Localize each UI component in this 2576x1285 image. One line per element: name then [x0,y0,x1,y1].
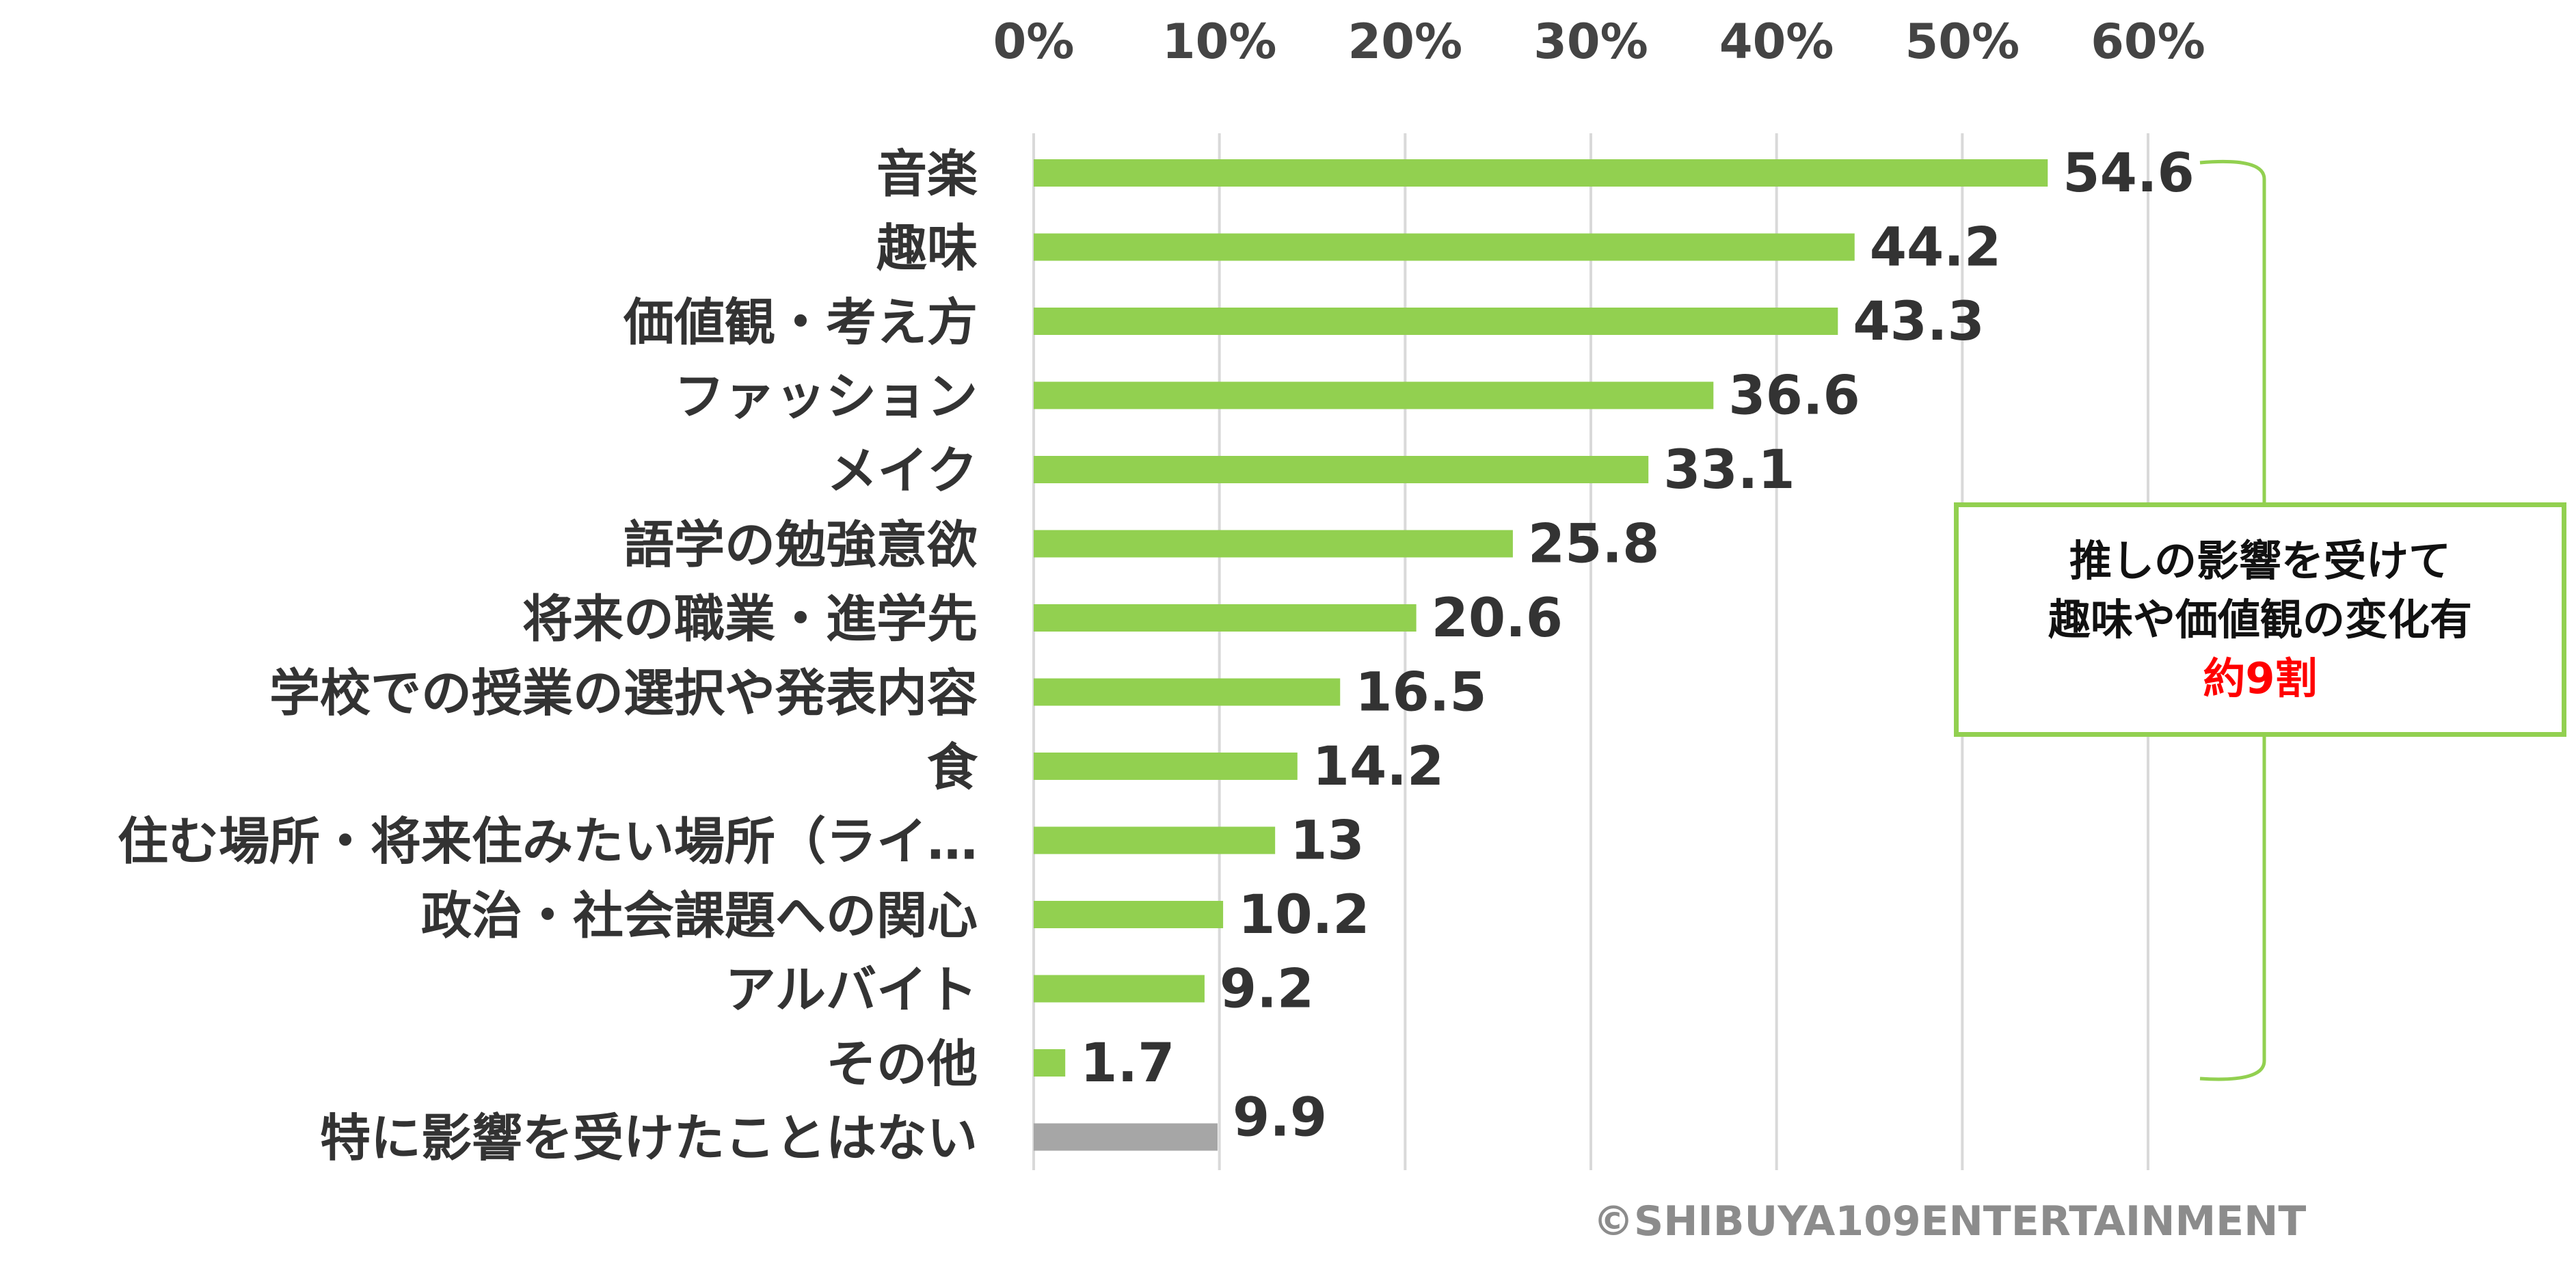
category-label: 政治・社会課題への関心 [421,887,978,945]
category-label: 趣味 [876,219,978,278]
data-label: 33.1 [1663,439,1795,501]
data-label: 25.8 [1528,514,1659,576]
x-tick-label: 30% [1533,14,1648,70]
bar [1034,159,2048,187]
bar [1034,1049,1066,1077]
x-axis-ticks: 0% 10% 20% 30% 40% 50% 60% [993,14,2205,70]
category-label: 音楽 [876,145,978,204]
data-label: 16.5 [1355,662,1486,724]
bar [1034,1123,1218,1151]
category-label: 語学の勉強意欲 [623,516,978,575]
x-tick-label: 40% [1719,14,1834,70]
category-label: アルバイト [725,961,978,1020]
callout-highlight: 約9割 [2203,653,2318,703]
value-labels: 54.6 44.2 43.3 36.6 33.125.8 20.6 16.5 14.2 13 10… [1080,143,2195,1149]
category-label: 将来の職業・進学先 [522,590,978,649]
data-label: 9.9 [1233,1087,1327,1149]
bar [1034,826,1276,854]
category-label: メイク [827,442,978,500]
x-tick-label: 10% [1162,14,1277,70]
category-label: 食 [927,738,978,797]
data-label: 36.6 [1728,366,1860,427]
bar [1034,604,1417,632]
bar [1034,753,1298,780]
callout-line-1: 推しの影響を受けて [2069,535,2451,586]
x-tick-label: 60% [2091,14,2205,70]
bar [1034,456,1649,483]
data-label: 20.6 [1432,588,1563,649]
data-label: 13 [1290,811,1365,872]
bar [1034,901,1224,928]
data-label: 43.3 [1853,291,1984,353]
bars [1034,159,2048,1151]
category-label: 学校での授業の選択や発表内容 [269,664,978,723]
category-label: 特に影響を受けたことはない [320,1109,978,1168]
bar [1034,678,1341,706]
data-label: 9.2 [1220,959,1314,1020]
category-label: その他 [826,1035,978,1094]
category-label: ファッション [674,368,978,427]
bar [1034,381,1714,409]
bar [1034,975,1205,1003]
callout-line-2: 趣味や価値観の変化有 [2048,594,2472,645]
bar [1034,530,1513,558]
bar [1034,308,1838,335]
category-labels: 音楽趣味価値観・考え方ファッションメイク語学の勉強意欲将来の職業・進学先学校での… [118,145,978,1168]
data-label: 10.2 [1238,884,1369,946]
data-label: 54.6 [2063,143,2194,204]
copyright-text: ©SHIBUYA109ENTERTAINMENT [1593,1198,2307,1245]
category-label: 価値観・考え方 [623,293,978,352]
data-label: 14.2 [1313,736,1444,798]
callout-box: 推しの影響を受けて 趣味や価値観の変化有 約9割 [1954,502,2566,737]
x-tick-label: 20% [1348,14,1463,70]
x-tick-label: 0% [993,14,1075,70]
category-label: 住む場所・将来住みたい場所（ライ… [118,813,978,871]
data-label: 44.2 [1870,217,2001,279]
x-tick-label: 50% [1905,14,2020,70]
bar [1034,233,1855,261]
data-label: 1.7 [1080,1033,1175,1094]
